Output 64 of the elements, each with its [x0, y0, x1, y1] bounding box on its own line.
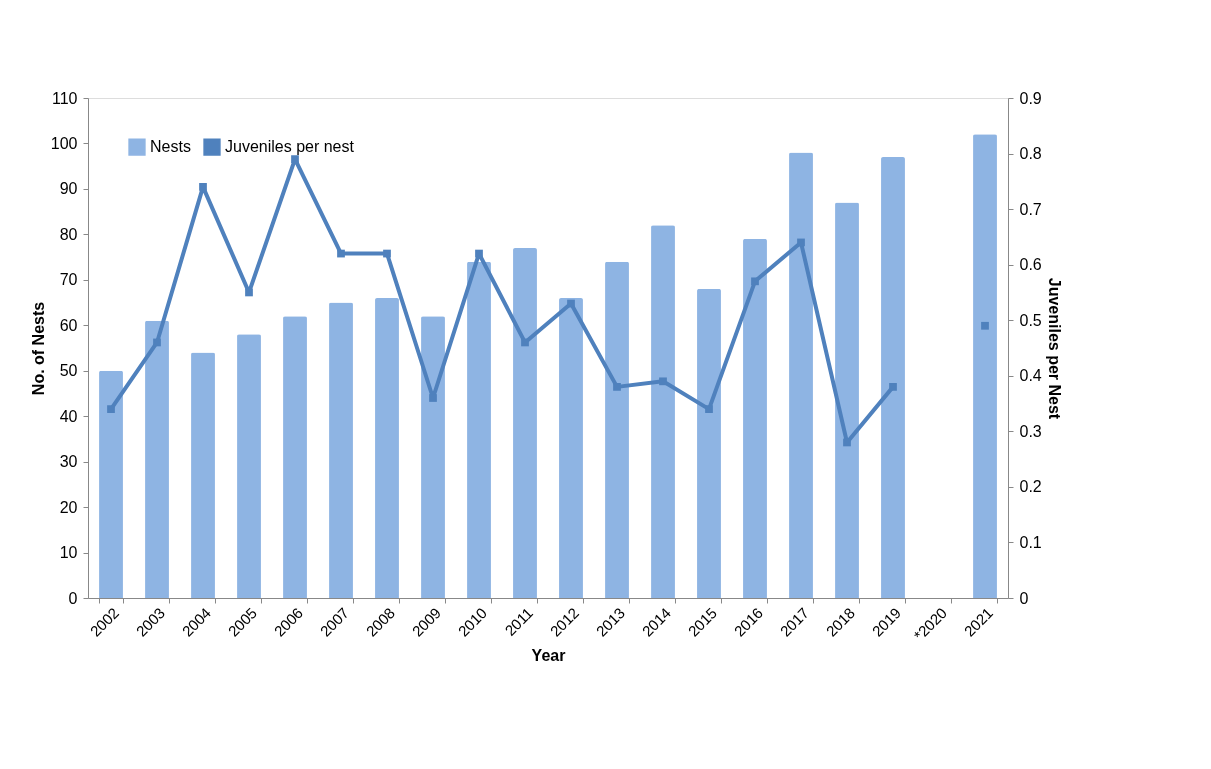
y-tick-label: 60	[59, 316, 78, 334]
bar	[237, 334, 261, 598]
point	[245, 288, 253, 297]
bar	[973, 134, 997, 598]
bar	[145, 320, 169, 598]
bar	[743, 238, 767, 598]
point	[521, 338, 529, 347]
y2-tick-label: 0.7	[1019, 200, 1042, 218]
y-tick-label: 0	[68, 589, 78, 607]
bar	[283, 316, 307, 598]
point	[107, 405, 115, 413]
bar	[421, 316, 445, 598]
bar	[559, 298, 583, 598]
y-tick-label: 10	[59, 544, 78, 562]
point	[751, 277, 759, 286]
point	[705, 405, 713, 413]
point	[843, 438, 851, 447]
bar	[191, 352, 215, 598]
legend-label: Juveniles per nest	[225, 138, 355, 156]
y-tick-label: 40	[59, 407, 78, 425]
bar	[513, 248, 537, 598]
y2-tick-label: 0.2	[1019, 478, 1042, 496]
y-tick-label: 100	[50, 134, 78, 152]
x-axis-title: Year	[531, 646, 566, 664]
y-tick-label: 90	[59, 180, 78, 198]
point	[429, 394, 437, 402]
y2-tick-label: 0.6	[1019, 256, 1042, 274]
y-tick-label: 50	[59, 362, 78, 380]
point	[153, 338, 161, 347]
y-tick-label: 80	[59, 225, 78, 243]
y2-tick-label: 0.9	[1019, 89, 1042, 107]
bar	[99, 370, 123, 598]
y-tick-label: 70	[59, 271, 78, 289]
y2-tick-label: 0.3	[1019, 422, 1042, 440]
point	[797, 238, 805, 247]
y-tick-label: 20	[59, 498, 78, 516]
point	[567, 299, 575, 308]
y2-tick-label: 0.4	[1019, 367, 1042, 385]
legend-label: Nests	[150, 138, 191, 156]
point	[337, 249, 345, 258]
bar	[605, 261, 629, 598]
bar	[881, 157, 905, 598]
y2-tick-label: 0.5	[1019, 311, 1042, 329]
bar	[835, 202, 859, 598]
y-tick-label: 30	[59, 453, 78, 471]
point	[199, 183, 207, 191]
y2-tick-label: 0.8	[1019, 145, 1042, 163]
point	[659, 377, 667, 386]
point	[291, 155, 299, 163]
y-axis-title: No. of Nests	[29, 301, 47, 396]
y2-axis-title: Juveniles per Nest	[1045, 277, 1063, 420]
bar	[329, 302, 353, 598]
point	[383, 249, 391, 258]
point	[889, 383, 897, 391]
bar	[651, 225, 675, 598]
y-tick-label: 110	[51, 89, 78, 107]
point	[475, 249, 483, 258]
bar	[697, 288, 721, 598]
point	[613, 383, 621, 391]
y2-tick-label: 0	[1019, 589, 1029, 607]
bar	[375, 298, 399, 598]
bar	[467, 261, 491, 598]
y2-tick-label: 0.1	[1019, 533, 1042, 551]
bar	[789, 152, 813, 598]
